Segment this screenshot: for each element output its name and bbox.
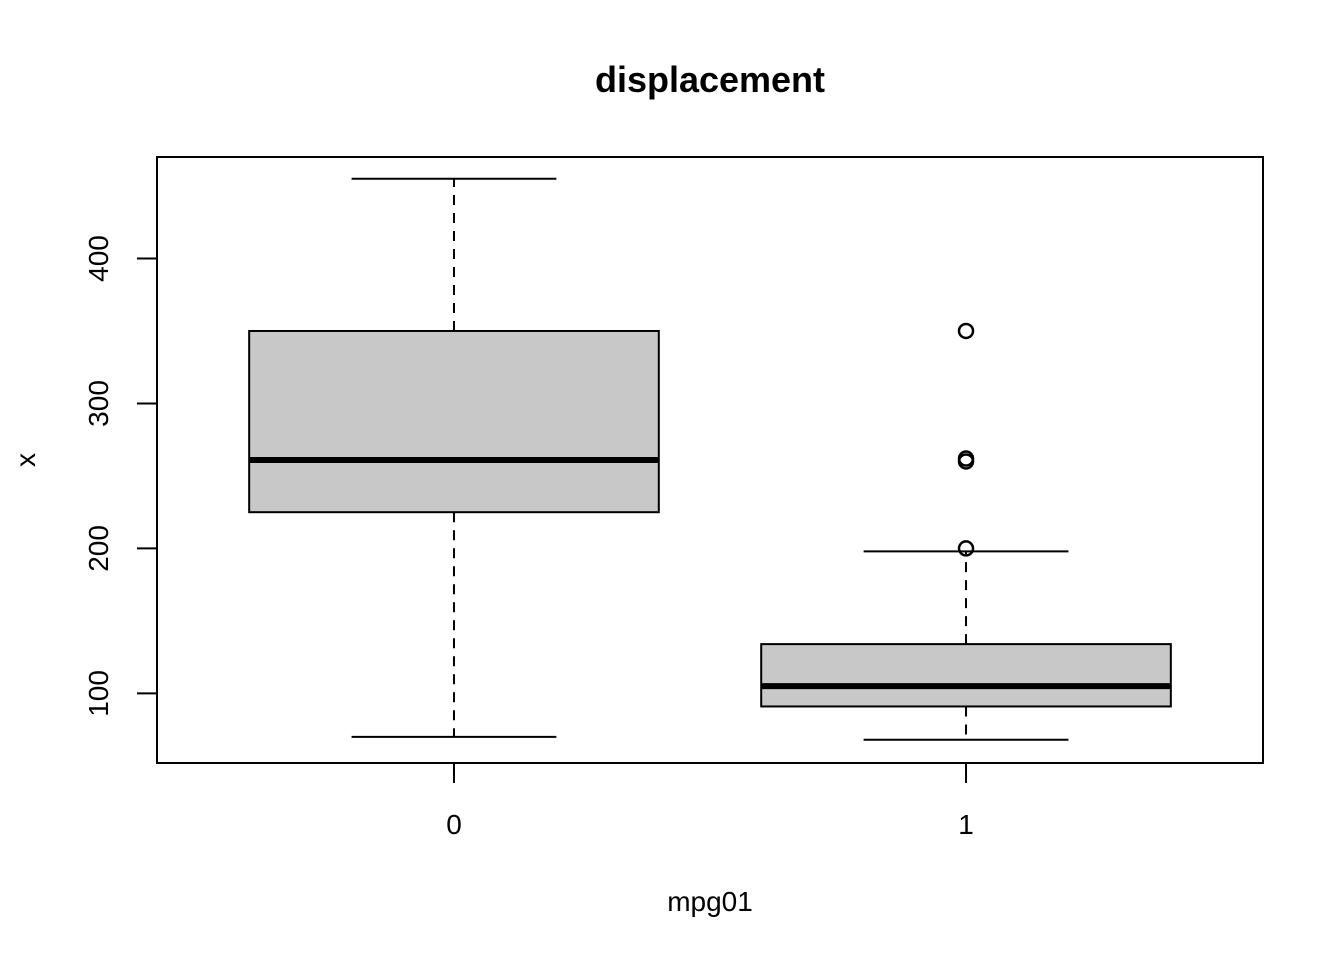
x-tick-label: 0	[446, 809, 462, 840]
x-tick-label: 1	[958, 809, 974, 840]
chart-title: displacement	[595, 59, 825, 100]
x-axis-label: mpg01	[667, 886, 753, 917]
outlier-point	[957, 322, 975, 340]
box-iqr	[760, 643, 1172, 708]
box-iqr	[248, 329, 660, 514]
y-tick-label: 300	[83, 380, 114, 427]
y-tick-label: 200	[83, 525, 114, 572]
y-axis: 100 200 300 400	[83, 235, 158, 717]
y-axis-label: x	[10, 453, 41, 467]
y-tick-label: 100	[83, 670, 114, 717]
boxes-layer	[248, 177, 1172, 741]
y-tick-label: 400	[83, 235, 114, 282]
outlier-point	[957, 453, 975, 470]
box-group-0	[248, 177, 660, 738]
box-group-1	[760, 322, 1172, 741]
outlier-point	[957, 540, 975, 557]
